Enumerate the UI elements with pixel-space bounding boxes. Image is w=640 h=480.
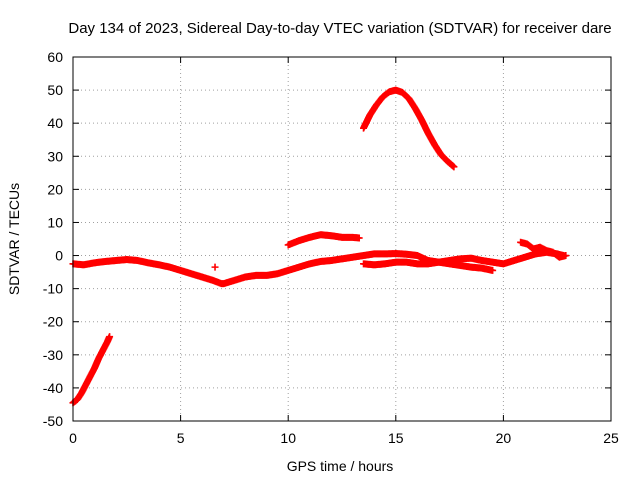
series-arc-peak — [360, 86, 458, 171]
y-tick-label: -50 — [43, 413, 63, 429]
y-tick-label: 50 — [47, 82, 63, 98]
y-tick-label: 30 — [47, 148, 63, 164]
data-point-marker — [489, 266, 497, 274]
x-tick-label: 20 — [496, 430, 512, 446]
x-axis-ticks: 0 5 10 15 20 25 — [69, 57, 619, 446]
chart-title: Day 134 of 2023, Sidereal Day-to-day VTE… — [68, 20, 611, 37]
x-axis-label: GPS time / hours — [287, 458, 394, 474]
y-tick-label: 10 — [47, 214, 63, 230]
y-tick-label: 0 — [55, 248, 63, 264]
x-tick-label: 0 — [69, 430, 77, 446]
data-point-marker — [106, 333, 114, 341]
y-tick-label: -30 — [43, 347, 63, 363]
y-axis-ticks: -50 -40 -30 -20 -10 0 10 20 30 40 50 60 — [43, 49, 611, 429]
plot-frame — [72, 56, 612, 422]
x-tick-label: 10 — [280, 430, 296, 446]
series-arc-main-baseline — [69, 248, 568, 288]
data-point-marker — [450, 163, 458, 171]
x-tick-label: 25 — [603, 430, 619, 446]
x-tick-label: 5 — [177, 430, 185, 446]
data-series-layer — [69, 86, 570, 407]
y-tick-label: 40 — [47, 115, 63, 131]
y-tick-label: -20 — [43, 314, 63, 330]
series-arc-late-noise — [517, 238, 570, 261]
data-point-marker — [562, 252, 570, 260]
y-tick-label: 20 — [47, 181, 63, 197]
series-arc-raised-segment — [284, 231, 363, 249]
y-axis-label: SDTVAR / TECUs — [6, 183, 22, 295]
series-arc-lower-branch — [360, 258, 497, 274]
y-tick-label: 60 — [47, 49, 63, 65]
data-point-marker — [211, 263, 219, 271]
y-tick-label: -40 — [43, 380, 63, 396]
data-point-marker — [355, 234, 363, 242]
x-tick-label: 15 — [388, 430, 404, 446]
y-tick-label: -10 — [43, 281, 63, 297]
series-isolated-point — [211, 263, 219, 271]
series-arc-early-descending — [69, 333, 114, 407]
